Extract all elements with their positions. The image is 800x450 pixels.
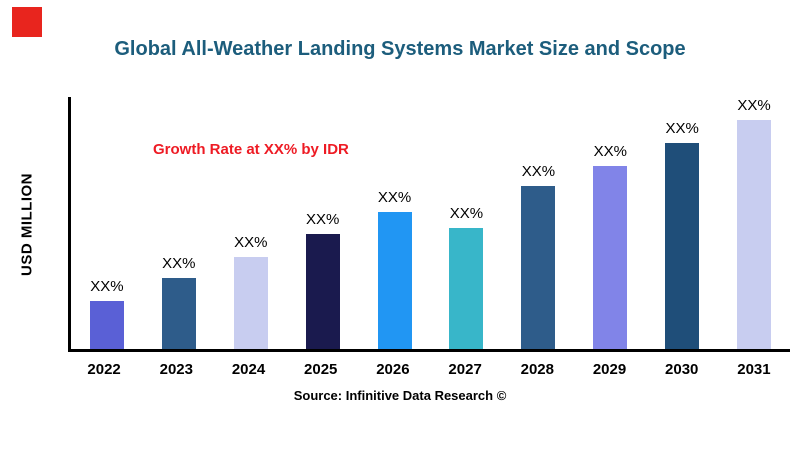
x-tick-2025: 2025 — [304, 361, 338, 378]
bar-value-label-2025: XX% — [305, 211, 340, 229]
plot-area: Growth Rate at XX% by IDR XX% XX% XX% XX% XX… — [68, 97, 790, 352]
bar-2022 — [89, 300, 124, 349]
bar-value-label-2024: XX% — [234, 234, 268, 252]
x-tick-2030: 2030 — [665, 361, 699, 378]
x-tick-2027: 2027 — [448, 361, 482, 378]
x-tick-2023: 2023 — [159, 361, 193, 378]
bar-column-2022: XX% — [71, 97, 143, 349]
x-axis-ticks: 2022 2023 2024 2025 2026 2027 2028 2029 2030 2031 — [68, 352, 790, 378]
source-caption: Source: Infinitive Data Research © — [293, 388, 507, 403]
bar-column-2024: XX% — [215, 97, 287, 349]
x-tick-2031: 2031 — [737, 361, 771, 378]
bar-value-label-2022: XX% — [90, 277, 124, 295]
bar-value-label-2029: XX% — [593, 142, 627, 160]
bar-2029 — [593, 165, 628, 349]
chart-title: Global All-Weather Landing Systems Marke… — [114, 38, 686, 60]
bar-2023 — [161, 277, 196, 349]
growth-rate-annotation: Growth Rate at XX% by IDR — [153, 141, 349, 158]
x-tick-2022: 2022 — [87, 361, 121, 378]
bar-column-2030: XX% — [646, 97, 718, 349]
bar-2024 — [233, 257, 268, 349]
bar-column-2025: XX% — [287, 97, 359, 349]
x-tick-2029: 2029 — [592, 361, 627, 378]
bar-2026 — [377, 211, 412, 349]
bar-column-2028: XX% — [502, 97, 574, 349]
bar-column-2031: XX% — [718, 97, 790, 349]
bar-column-2029: XX% — [574, 97, 646, 349]
bar-column-2027: XX% — [431, 97, 503, 349]
bar-value-label-2028: XX% — [521, 163, 556, 181]
x-tick-2024: 2024 — [231, 361, 266, 378]
y-axis-title: USD MILLION — [18, 173, 36, 276]
x-tick-2026: 2026 — [376, 361, 410, 378]
bar-2031 — [737, 120, 772, 349]
bar-2030 — [665, 142, 700, 349]
bar-value-label-2027: XX% — [449, 204, 484, 222]
bar-column-2026: XX% — [359, 97, 431, 349]
x-tick-2028: 2028 — [520, 361, 554, 378]
bar-column-2023: XX% — [143, 97, 215, 349]
bar-2028 — [521, 186, 556, 349]
bar-value-label-2030: XX% — [665, 119, 699, 137]
bar-value-label-2031: XX% — [737, 97, 771, 114]
bar-value-label-2023: XX% — [162, 254, 196, 272]
bar-2025 — [305, 234, 340, 349]
bars-container: XX% XX% XX% XX% XX% XX% XX% XX% XX% XX% — [71, 97, 790, 349]
brand-red-square — [12, 7, 42, 37]
bar-2027 — [449, 227, 484, 349]
bar-value-label-2026: XX% — [377, 188, 412, 206]
